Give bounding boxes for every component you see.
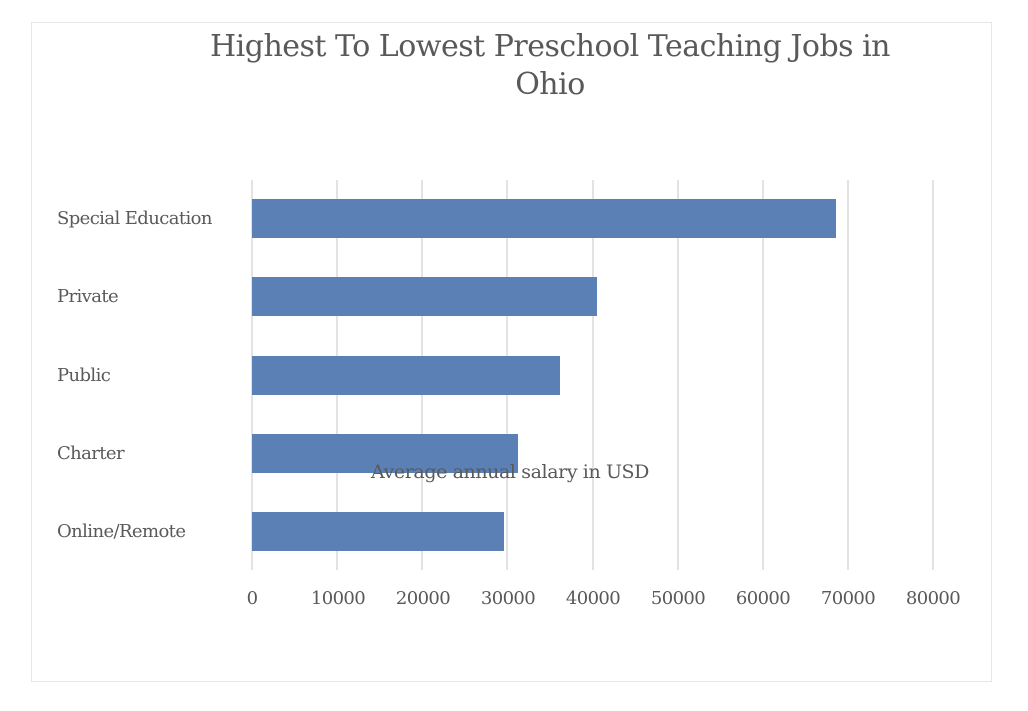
chart-area (31, 22, 992, 682)
chart-title-line-2: Ohio (515, 67, 585, 102)
x-tick-30000: 30000 (480, 588, 536, 609)
bar-special-education (252, 199, 836, 238)
x-tick-60000: 60000 (735, 588, 791, 609)
bar-public (252, 356, 561, 395)
x-tick-10000: 10000 (310, 588, 366, 609)
gridline-40000 (591, 180, 594, 570)
gridline-50000 (676, 180, 679, 570)
category-label-public: Public (57, 365, 111, 386)
chart-title-line-1: Highest To Lowest Preschool Teaching Job… (210, 29, 891, 64)
bar-charter (252, 434, 519, 473)
gridline-70000 (846, 180, 849, 570)
category-label-private: Private (57, 286, 119, 307)
x-tick-0: 0 (246, 588, 258, 609)
x-axis-title: Average annual salary in USD (370, 461, 650, 483)
x-tick-50000: 50000 (650, 588, 706, 609)
x-tick-40000: 40000 (565, 588, 621, 609)
bar-online-remote (252, 512, 504, 551)
category-label-special-education: Special Education (57, 208, 212, 229)
bar-private (252, 277, 597, 316)
gridline-60000 (761, 180, 764, 570)
category-label-charter: Charter (57, 443, 125, 464)
category-label-online-remote: Online/Remote (57, 521, 186, 542)
x-tick-20000: 20000 (395, 588, 451, 609)
chart-title: Highest To Lowest Preschool Teaching Job… (120, 28, 980, 104)
gridline-80000 (932, 180, 934, 570)
x-tick-70000: 70000 (820, 588, 876, 609)
plot-area (251, 180, 934, 570)
x-tick-80000: 80000 (905, 588, 961, 609)
